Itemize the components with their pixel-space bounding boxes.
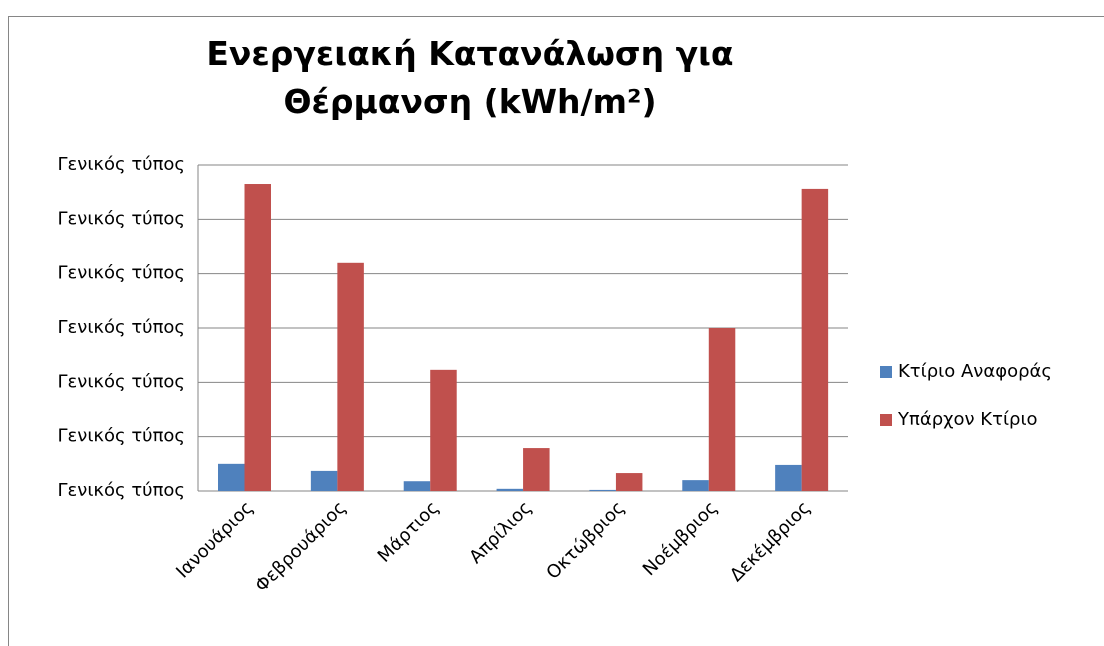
bar	[496, 488, 524, 491]
chart-title: Ενεργειακή Κατανάλωση για Θέρμανση (kWh/…	[206, 34, 734, 121]
bar	[403, 481, 431, 491]
bar	[523, 448, 550, 491]
bar	[775, 464, 802, 491]
bar	[708, 328, 736, 491]
bar	[337, 262, 364, 491]
y-tick-label: Γενικός τύπος	[58, 371, 185, 392]
bar	[615, 473, 643, 491]
bar	[801, 188, 829, 491]
y-tick-label: Γενικός τύπος	[58, 317, 185, 338]
legend-label: Υπάρχον Κτίριο	[897, 409, 1038, 430]
bar	[430, 369, 457, 491]
bar	[218, 463, 245, 491]
x-tick-label: Μάρτιος	[374, 497, 444, 567]
bar	[589, 489, 616, 491]
x-tick-label: Οκτώβριος	[542, 497, 628, 583]
legend-swatch	[880, 414, 892, 426]
x-tick-label: Απρίλιος	[465, 497, 536, 568]
bar	[310, 470, 338, 491]
y-tick-label: Γενικός τύπος	[58, 426, 185, 447]
x-tick-label: Δεκέμβριος	[726, 497, 815, 586]
chart-frame	[8, 16, 1104, 646]
x-tick-label: Ιανουάριος	[172, 497, 257, 582]
x-tick-label: Φεβρουάριος	[251, 497, 350, 596]
bar	[682, 480, 709, 491]
y-tick-label: Γενικός τύπος	[58, 154, 185, 175]
bar	[244, 184, 271, 491]
y-tick-label: Γενικός τύπος	[58, 480, 185, 501]
y-tick-label: Γενικός τύπος	[58, 263, 185, 284]
legend-swatch	[880, 366, 892, 378]
legend-label: Κτίριο Αναφοράς	[898, 361, 1052, 382]
y-tick-label: Γενικός τύπος	[58, 208, 185, 229]
x-tick-label: Νοέμβριος	[639, 497, 722, 580]
